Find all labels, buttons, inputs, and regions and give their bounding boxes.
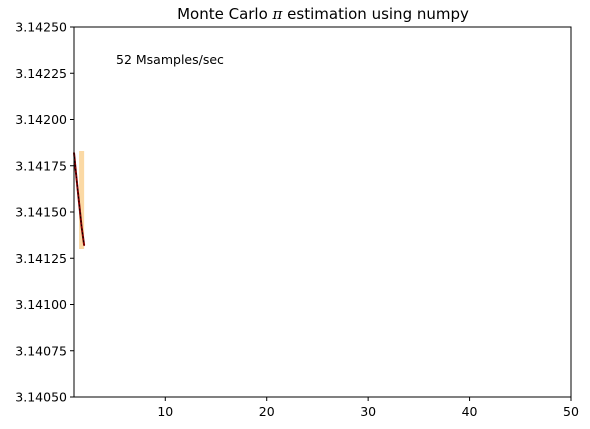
y-tick-label: 3.14075 xyxy=(15,343,67,358)
data-point xyxy=(80,226,83,228)
chart-title: Monte Carlo π estimation using numpy xyxy=(177,5,469,23)
y-tick-label: 3.14200 xyxy=(15,112,67,127)
x-tick-label: 40 xyxy=(462,404,478,419)
y-tick-label: 3.14125 xyxy=(15,251,67,266)
chart-annotation: 52 Msamples/sec xyxy=(116,52,224,67)
data-point xyxy=(83,244,85,247)
data-point xyxy=(75,177,78,180)
y-tick-label: 3.14100 xyxy=(15,297,67,312)
x-tick-label: 10 xyxy=(157,404,173,419)
y-tick-label: 3.14050 xyxy=(15,390,67,405)
x-tick-label: 50 xyxy=(563,404,579,419)
y-tick-label: 3.14225 xyxy=(15,66,67,81)
y-tick-label: 3.14250 xyxy=(15,20,67,35)
plot-area xyxy=(73,150,86,342)
x-tick-label: 20 xyxy=(259,404,275,419)
axes-frame xyxy=(73,26,572,398)
data-point xyxy=(78,201,80,204)
x-tick-label: 30 xyxy=(360,404,376,419)
confidence-band xyxy=(74,150,85,342)
series-dashed-line-0 xyxy=(73,152,85,246)
y-tick-label: 3.14150 xyxy=(15,205,67,220)
axis-ticks: 10 20 30 40 50 3.14050 3.14075 3.14100 3.14125 3.… xyxy=(15,20,579,420)
y-tick-label: 3.14175 xyxy=(15,158,67,173)
